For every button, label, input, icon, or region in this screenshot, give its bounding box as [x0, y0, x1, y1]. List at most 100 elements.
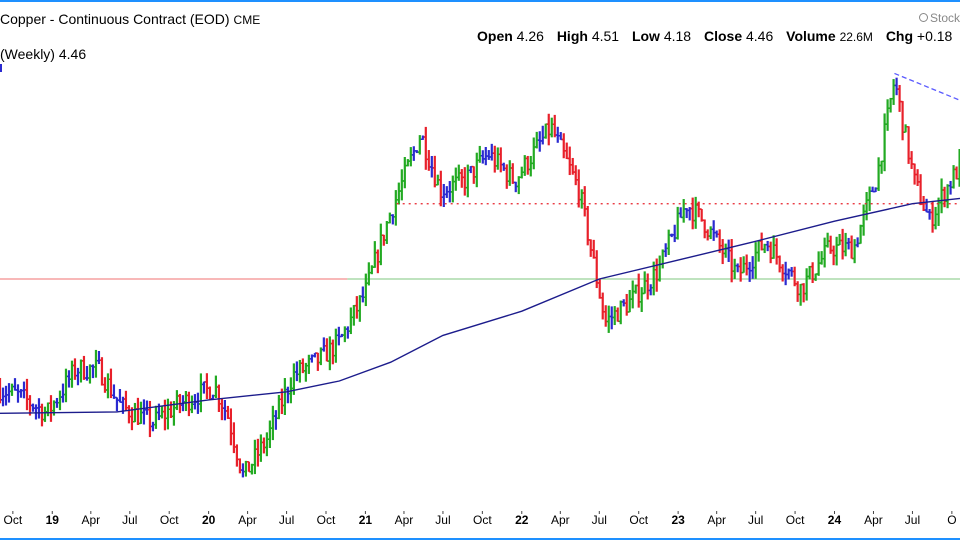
price-bar	[285, 386, 290, 404]
price-bar	[627, 289, 632, 313]
x-tick-label: 24	[828, 513, 842, 527]
price-bar	[951, 165, 956, 189]
price-bar	[378, 223, 383, 266]
price-bar	[429, 155, 434, 178]
price-bar	[246, 461, 251, 473]
price-bar	[225, 405, 230, 419]
price-bar	[165, 398, 170, 430]
price-bar	[915, 169, 920, 187]
open-label: Open	[477, 28, 513, 44]
price-bar	[384, 221, 389, 244]
price-bar	[183, 390, 188, 412]
volume-value: 22.6M	[839, 30, 873, 44]
price-bar	[492, 145, 497, 173]
price-bar	[807, 265, 812, 280]
price-bar	[723, 243, 728, 258]
price-bar	[408, 147, 413, 167]
price-bar	[489, 143, 494, 161]
price-bar	[540, 125, 545, 145]
price-bar	[498, 147, 503, 173]
price-bar	[453, 167, 458, 191]
price-bar	[573, 165, 578, 186]
price-bar	[345, 326, 350, 339]
price-bar	[39, 403, 44, 427]
price-bar	[909, 151, 914, 169]
price-bar	[306, 354, 311, 374]
price-bars	[0, 77, 960, 478]
price-bar	[282, 378, 287, 415]
price-bar	[867, 186, 872, 212]
price-bar	[99, 357, 104, 386]
price-bar	[396, 182, 401, 205]
price-bar	[558, 132, 563, 141]
x-tick-label: Oct	[160, 513, 179, 527]
x-tick-label: Jul	[435, 513, 450, 527]
price-bar	[525, 155, 530, 175]
price-bar	[693, 196, 698, 229]
price-bar	[255, 438, 260, 467]
price-bar	[930, 201, 935, 233]
price-bar	[675, 206, 680, 240]
x-tick-label: 20	[202, 513, 216, 527]
price-bar	[372, 241, 377, 268]
price-bar	[858, 224, 863, 245]
price-bar	[945, 184, 950, 209]
price-bar	[12, 378, 17, 391]
price-bar	[819, 251, 824, 265]
price-bar	[324, 338, 329, 362]
price-bar	[555, 126, 560, 143]
price-bar	[933, 206, 938, 230]
x-tick-label: Oct	[629, 513, 648, 527]
x-tick-label: Apr	[707, 513, 726, 527]
price-bar	[738, 257, 743, 282]
price-bar	[24, 378, 29, 411]
price-bar	[798, 283, 803, 306]
price-bar	[678, 207, 683, 219]
x-tick-label: Oct	[786, 513, 805, 527]
price-bar	[753, 242, 758, 279]
price-bar	[504, 164, 509, 189]
price-bar	[234, 444, 239, 467]
price-bar	[219, 398, 224, 421]
price-bar	[897, 84, 902, 112]
price-bar	[741, 256, 746, 274]
price-bar	[174, 390, 179, 411]
price-bar	[474, 152, 479, 188]
price-bar	[552, 114, 557, 138]
price-bar	[405, 159, 410, 167]
x-tick-label: 21	[359, 513, 373, 527]
price-bar	[321, 337, 326, 352]
price-bar	[927, 209, 932, 220]
x-tick-label: Apr	[864, 513, 883, 527]
price-bar	[57, 390, 62, 411]
price-bar	[204, 373, 209, 399]
price-bar	[411, 146, 416, 161]
high-value: 4.51	[591, 28, 620, 44]
price-bar	[885, 99, 890, 131]
price-bar	[516, 176, 521, 195]
chg-value: +0.18	[916, 28, 953, 44]
price-bar	[774, 238, 779, 265]
price-bar	[924, 198, 929, 213]
price-bar	[666, 229, 671, 256]
x-tick-label: Jul	[122, 513, 137, 527]
price-bar	[198, 373, 203, 413]
price-bar	[15, 384, 20, 403]
price-bar	[258, 434, 263, 462]
price-bar	[630, 280, 635, 309]
price-bar	[36, 398, 41, 419]
price-bar	[591, 239, 596, 259]
price-bar	[78, 359, 83, 383]
price-bar	[348, 307, 353, 335]
price-bar	[531, 137, 536, 170]
price-bar	[96, 350, 101, 365]
price-bar	[9, 383, 14, 396]
price-bar	[126, 405, 131, 424]
price-bar	[705, 229, 710, 241]
volume-label: Volume	[786, 28, 836, 44]
price-bar	[387, 212, 392, 224]
legend-color-mark	[0, 64, 2, 72]
price-bar	[579, 189, 584, 209]
open-value: 4.26	[516, 28, 544, 44]
